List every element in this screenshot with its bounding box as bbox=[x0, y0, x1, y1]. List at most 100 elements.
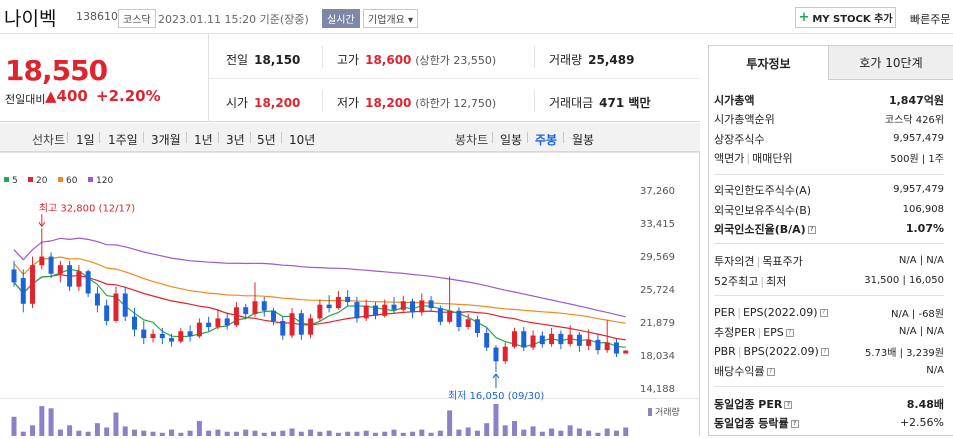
divider bbox=[492, 132, 493, 143]
legend-label: 120 bbox=[96, 176, 113, 186]
quick-order-link[interactable]: 빠른주문 bbox=[910, 13, 951, 26]
divider bbox=[208, 78, 700, 79]
volume-bar bbox=[178, 432, 184, 436]
volume-label: 거래량 bbox=[655, 406, 680, 418]
volume-bar bbox=[576, 428, 582, 436]
period-3y[interactable]: 3년 bbox=[226, 133, 245, 147]
candle-monthly[interactable]: 월봉 bbox=[572, 133, 595, 147]
est-per-row: 추정PER | EPS? N/A | N/A bbox=[714, 325, 944, 339]
divider bbox=[322, 46, 323, 68]
divider bbox=[534, 90, 535, 112]
period-3m[interactable]: 3개월 bbox=[151, 133, 181, 147]
help-icon[interactable]: ? bbox=[807, 225, 816, 234]
chart-svg: 5 20 60 120 37,260 33,415 29,569 25,724 21,879 18… bbox=[0, 152, 700, 436]
volume-bar bbox=[335, 432, 341, 436]
volume-bar bbox=[456, 429, 462, 436]
high-annotation: 최고 32,800 (12/17) bbox=[39, 202, 135, 214]
help-icon[interactable]: ? bbox=[819, 309, 828, 317]
candle-body bbox=[67, 265, 73, 287]
add-mystock-button[interactable]: + MY STOCK 추가 bbox=[795, 7, 896, 28]
candle-body bbox=[271, 310, 277, 321]
divider bbox=[143, 132, 144, 143]
help-icon[interactable]: ? bbox=[784, 400, 793, 409]
pbr-row: PBR | BPS(2022.09)? 5.73배 | 3,239원 bbox=[714, 345, 944, 359]
change-label: 전일대비 bbox=[5, 93, 46, 106]
help-icon[interactable]: ? bbox=[790, 419, 799, 428]
legend-label: 20 bbox=[36, 176, 48, 186]
volume-bar bbox=[382, 431, 388, 436]
y-tick-label: 29,569 bbox=[640, 252, 675, 263]
volume-bar bbox=[326, 430, 332, 436]
candle-body bbox=[604, 342, 610, 351]
candle-body bbox=[206, 322, 212, 327]
divider bbox=[99, 132, 100, 143]
chart-toolbar bbox=[0, 123, 700, 152]
foreign-hold-row: 외국인보유주식수(B) 106,908 bbox=[714, 203, 944, 217]
candle-body bbox=[335, 296, 341, 309]
legend-label: 60 bbox=[66, 176, 78, 186]
change-percent: +2.20% bbox=[96, 87, 161, 105]
volume-bar bbox=[447, 410, 453, 436]
help-icon[interactable]: ? bbox=[766, 367, 775, 376]
volume-bar bbox=[345, 431, 351, 436]
volume-bar bbox=[437, 430, 443, 436]
candle-body bbox=[345, 296, 351, 303]
stock-name: 나이벡 bbox=[4, 8, 57, 30]
candle-body bbox=[539, 335, 545, 345]
candle-daily[interactable]: 일봉 bbox=[500, 133, 523, 147]
volume-bar bbox=[586, 430, 592, 436]
volume-bar bbox=[474, 430, 480, 436]
volume-bar bbox=[85, 431, 91, 436]
plus-icon: + bbox=[798, 10, 810, 25]
company-overview-dropdown[interactable]: 기업개요 ▾ bbox=[363, 9, 418, 28]
foreign-limit-row: 외국인한도주식수(A) 9,957,479 bbox=[714, 183, 944, 197]
realtime-button[interactable]: 실시간 bbox=[322, 9, 360, 28]
tab-order-book[interactable]: 호가 10단계 bbox=[828, 46, 953, 80]
period-1w[interactable]: 1주일 bbox=[108, 133, 138, 147]
divider bbox=[534, 46, 535, 68]
volume-bar bbox=[150, 431, 156, 436]
period-10y[interactable]: 10년 bbox=[289, 133, 316, 147]
candle-body bbox=[11, 269, 17, 283]
candle-body bbox=[623, 350, 629, 354]
price-chart[interactable]: 5 20 60 120 37,260 33,415 29,569 25,724 21,879 18… bbox=[0, 152, 700, 436]
help-icon[interactable]: ? bbox=[785, 328, 794, 337]
candle-body bbox=[465, 319, 471, 327]
y-tick-label: 25,724 bbox=[640, 285, 675, 296]
volume-bar bbox=[215, 429, 221, 436]
help-icon[interactable]: ? bbox=[820, 348, 829, 356]
candle-body bbox=[159, 333, 165, 339]
volume-bar bbox=[252, 430, 258, 436]
high-arrow-icon bbox=[38, 221, 46, 228]
volume-bar bbox=[539, 431, 545, 436]
volume-bar bbox=[169, 429, 175, 436]
volume-bar bbox=[530, 426, 536, 436]
volume-bar bbox=[11, 416, 17, 436]
line-chart-label: 선차트 bbox=[32, 133, 66, 147]
shares-row: 상장주식수 9,957,479 bbox=[714, 132, 944, 146]
candle-body bbox=[595, 339, 601, 351]
period-5y[interactable]: 5년 bbox=[257, 133, 276, 147]
volume-bar bbox=[67, 425, 73, 436]
period-1y[interactable]: 1년 bbox=[194, 133, 213, 147]
volume-bar bbox=[30, 425, 36, 436]
candle-body bbox=[76, 271, 82, 287]
volume-bar bbox=[48, 408, 54, 436]
y-tick-label: 37,260 bbox=[640, 186, 675, 197]
candle-body bbox=[113, 293, 119, 321]
sector-per-row: 동일업종 PER? 8.48배 bbox=[714, 397, 944, 411]
volume-bar bbox=[280, 430, 286, 436]
volume-bar bbox=[493, 404, 499, 436]
candle-body bbox=[178, 331, 184, 342]
tab-investment-info[interactable]: 투자정보 bbox=[709, 46, 828, 80]
volume-bar bbox=[567, 425, 573, 436]
week52-row: 52주최고 | 최저 31,500 | 16,050 bbox=[714, 274, 944, 288]
y-tick-label: 14,188 bbox=[640, 384, 675, 395]
y-tick-label: 33,415 bbox=[640, 219, 675, 230]
y-tick-label: 21,879 bbox=[640, 318, 675, 329]
period-1d[interactable]: 1일 bbox=[76, 133, 95, 147]
candle-weekly[interactable]: 주봉 bbox=[535, 133, 558, 147]
candle-body bbox=[493, 347, 499, 362]
volume-bar bbox=[502, 425, 508, 436]
high-price: 고가 18,600 (상한가 23,550) bbox=[337, 53, 497, 67]
